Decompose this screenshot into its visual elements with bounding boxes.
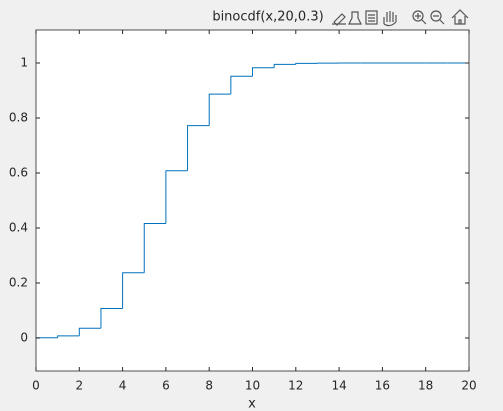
axes-background xyxy=(36,30,469,371)
y-tick-label: 1 xyxy=(20,56,28,70)
x-tick-label: 12 xyxy=(288,379,303,393)
y-tick-label: 0.4 xyxy=(9,221,28,235)
stair-step xyxy=(187,125,210,171)
x-tick-label: 18 xyxy=(418,379,433,393)
x-tick-label: 16 xyxy=(375,379,390,393)
stair-step xyxy=(230,75,253,95)
brush-button[interactable] xyxy=(332,13,346,26)
x-tick-label: 10 xyxy=(245,379,260,393)
zoom-out-button[interactable] xyxy=(430,10,445,25)
chart-title: binocdf(x,20,0.3) xyxy=(212,10,323,25)
axes-toolbar xyxy=(332,9,469,27)
x-tick-label: 20 xyxy=(461,379,476,393)
y-tick-label: 0.2 xyxy=(9,276,28,290)
y-tick-label: 0.8 xyxy=(9,111,28,125)
datatip-button[interactable] xyxy=(348,11,362,25)
x-tick-label: 0 xyxy=(32,379,40,393)
stair-step xyxy=(78,327,101,336)
y-tick-label: 0.6 xyxy=(9,166,28,180)
zoom-in-button[interactable] xyxy=(412,10,427,25)
x-tick-label: 8 xyxy=(205,379,213,393)
stair-step xyxy=(57,335,80,338)
stair-step xyxy=(143,222,166,273)
stair-step xyxy=(165,170,188,224)
pan-button[interactable] xyxy=(383,11,397,27)
stair-step xyxy=(100,308,123,329)
legend-button[interactable] xyxy=(365,10,378,25)
stair-step xyxy=(295,62,318,65)
x-axis-label: x xyxy=(248,397,256,411)
x-tick-label: 6 xyxy=(162,379,170,393)
stair-step xyxy=(208,93,231,126)
x-tick-label: 14 xyxy=(331,379,346,393)
stair-step xyxy=(252,67,275,77)
x-tick-label: 2 xyxy=(75,379,83,393)
stair-step xyxy=(122,272,145,309)
home-button[interactable] xyxy=(451,9,469,25)
axes-box xyxy=(35,29,470,372)
y-tick-label: 0 xyxy=(20,331,28,345)
x-tick-label: 4 xyxy=(119,379,127,393)
stair-step xyxy=(273,63,296,68)
